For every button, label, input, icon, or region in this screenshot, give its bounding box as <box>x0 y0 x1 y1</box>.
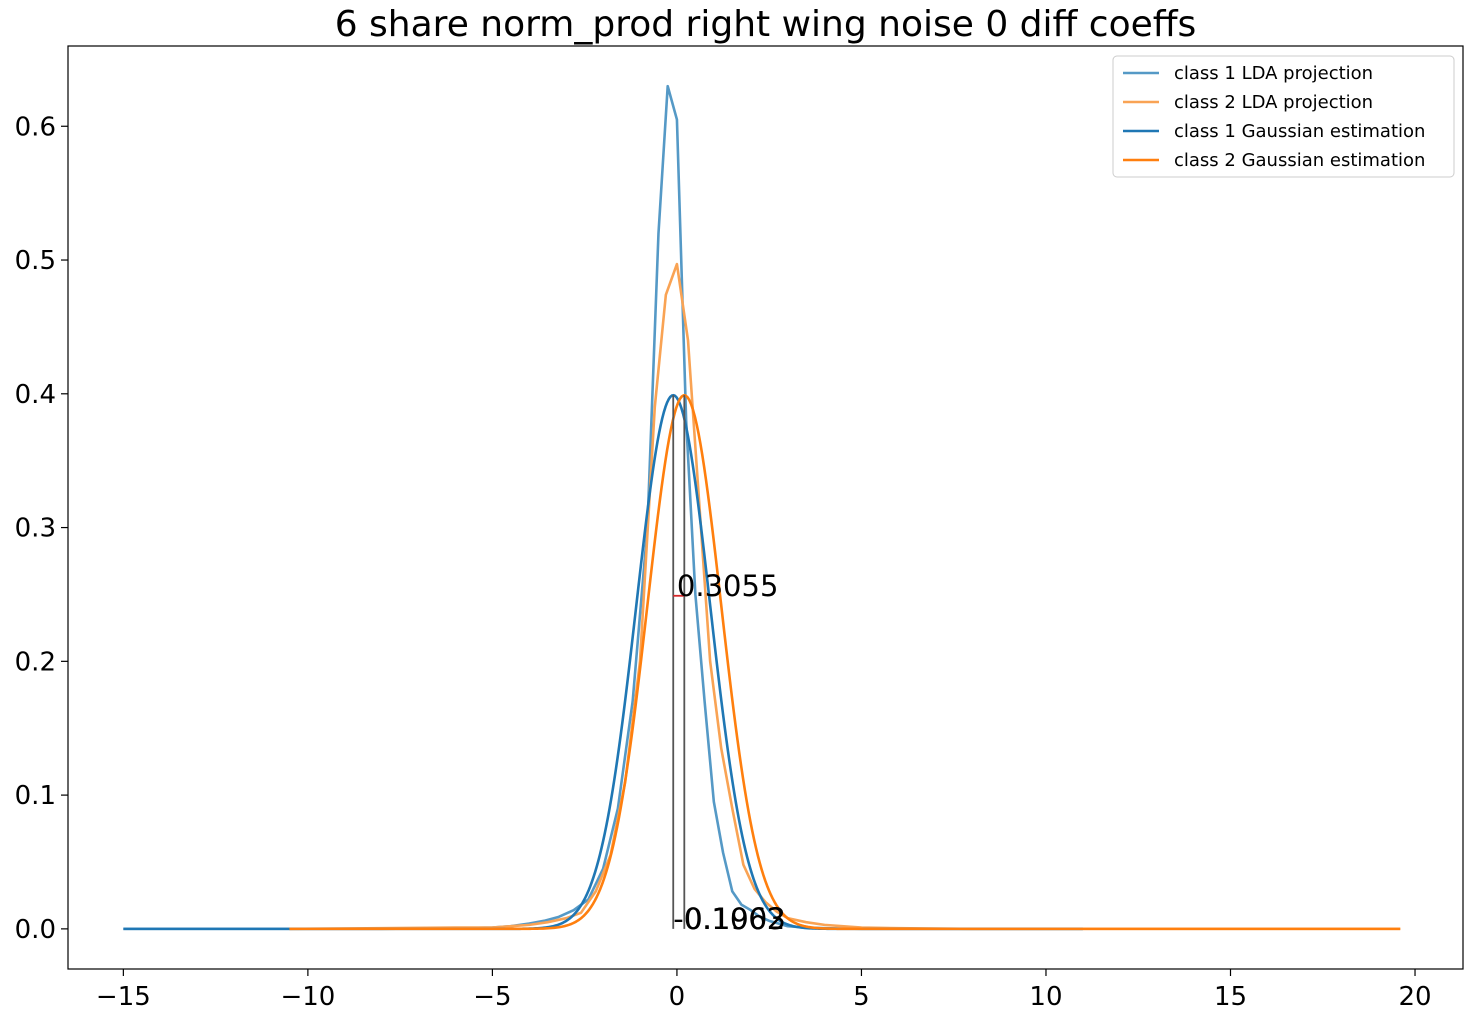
annotation-3: 0.1903 <box>684 902 785 936</box>
y-tick-label: 0.3 <box>15 514 56 544</box>
legend-label-3: class 1 Gaussian estimation <box>1174 121 1425 142</box>
x-tick-label: −15 <box>96 982 151 1012</box>
chart-title: 6 share norm_prod right wing noise 0 dif… <box>335 4 1197 45</box>
x-tick-label: 20 <box>1398 982 1431 1012</box>
annotation-1: 0.3055 <box>677 569 778 603</box>
y-tick-label: 0.1 <box>15 781 56 811</box>
series-line-3 <box>123 393 1083 931</box>
x-tick-label: 10 <box>1029 982 1062 1012</box>
legend-box <box>1112 55 1455 178</box>
x-tick-label: −5 <box>473 982 511 1012</box>
axes: −15 −10 −5 0 5 10 15 20 0.0 0.1 0.2 0.3 0.4 0.5 0.6 <box>15 45 1464 1012</box>
annotation-2: -0.1062 <box>673 902 785 936</box>
series-line-1 <box>123 84 1083 931</box>
series-group <box>123 84 1401 931</box>
x-tick-label: −10 <box>280 982 335 1012</box>
legend-label-1: class 1 LDA projection <box>1174 63 1373 84</box>
legend-label-4: class 2 Gaussian estimation <box>1174 150 1425 171</box>
series-line-4 <box>289 393 1401 931</box>
legend-label-2: class 2 LDA projection <box>1174 92 1373 113</box>
legend: class 1 LDA projection class 2 LDA projec… <box>1112 55 1455 178</box>
y-tick-label: 0.4 <box>15 380 56 410</box>
x-tick-label: 5 <box>853 982 870 1012</box>
y-tick-label: 0.5 <box>15 246 56 276</box>
y-tick-label: 0.2 <box>15 647 56 677</box>
axes-frame <box>67 45 1464 970</box>
y-tick-label: 0.6 <box>15 112 56 142</box>
y-tick-label: 0.0 <box>15 915 56 945</box>
x-tick-label: 15 <box>1214 982 1247 1012</box>
series-line-2 <box>289 262 1401 931</box>
x-tick-label: 0 <box>669 982 686 1012</box>
